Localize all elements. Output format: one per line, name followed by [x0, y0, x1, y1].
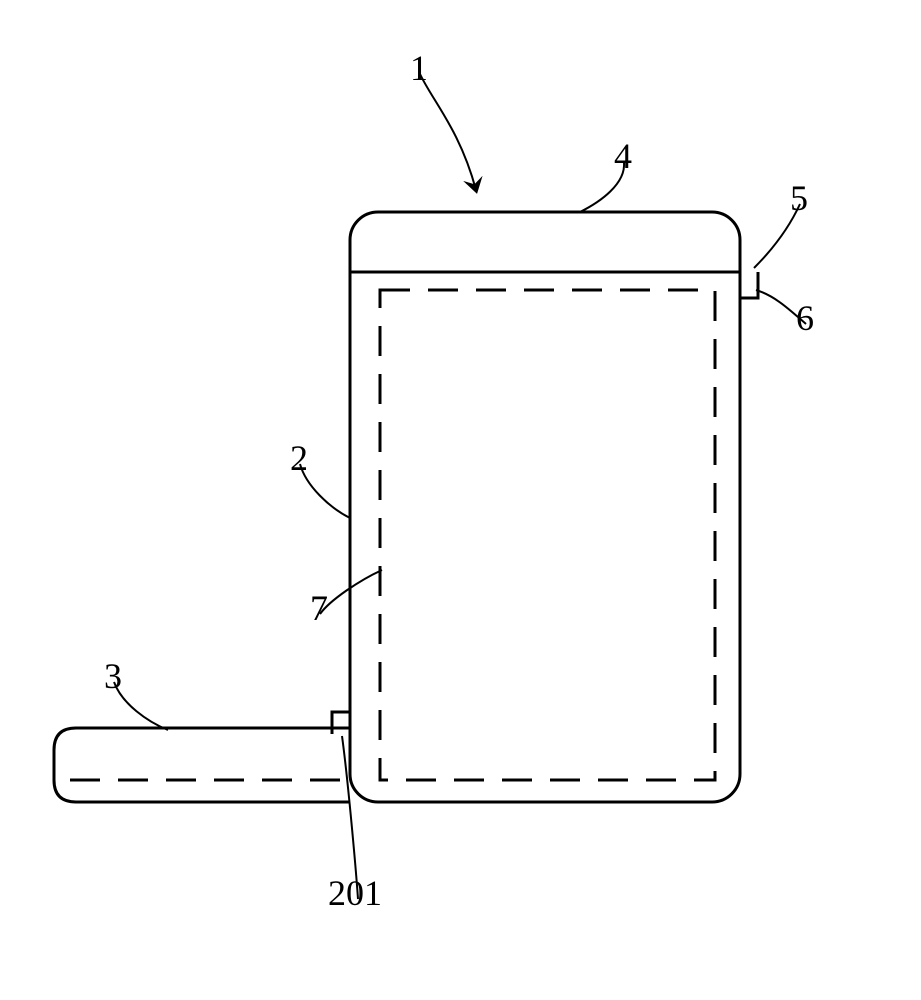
label-201: 201 [328, 873, 382, 913]
leader-3 [114, 682, 168, 730]
shapes-layer [54, 212, 758, 802]
label-1: 1 [410, 48, 428, 88]
label-4: 4 [614, 136, 632, 176]
body-outline [350, 212, 740, 802]
leader-1 [420, 74, 476, 190]
leaders-layer [114, 74, 806, 899]
label-2: 2 [290, 438, 308, 478]
notch-bottom-left [332, 712, 350, 734]
diagram-canvas: 1 2 3 4 5 6 7 201 [0, 0, 921, 1000]
toe-outline [54, 728, 350, 802]
label-6: 6 [796, 298, 814, 338]
label-7: 7 [310, 588, 328, 628]
labels-layer: 1 2 3 4 5 6 7 201 [104, 48, 814, 913]
label-3: 3 [104, 656, 122, 696]
inner-dashed-rect [380, 290, 715, 780]
label-5: 5 [790, 178, 808, 218]
notch-top-right [740, 272, 758, 298]
